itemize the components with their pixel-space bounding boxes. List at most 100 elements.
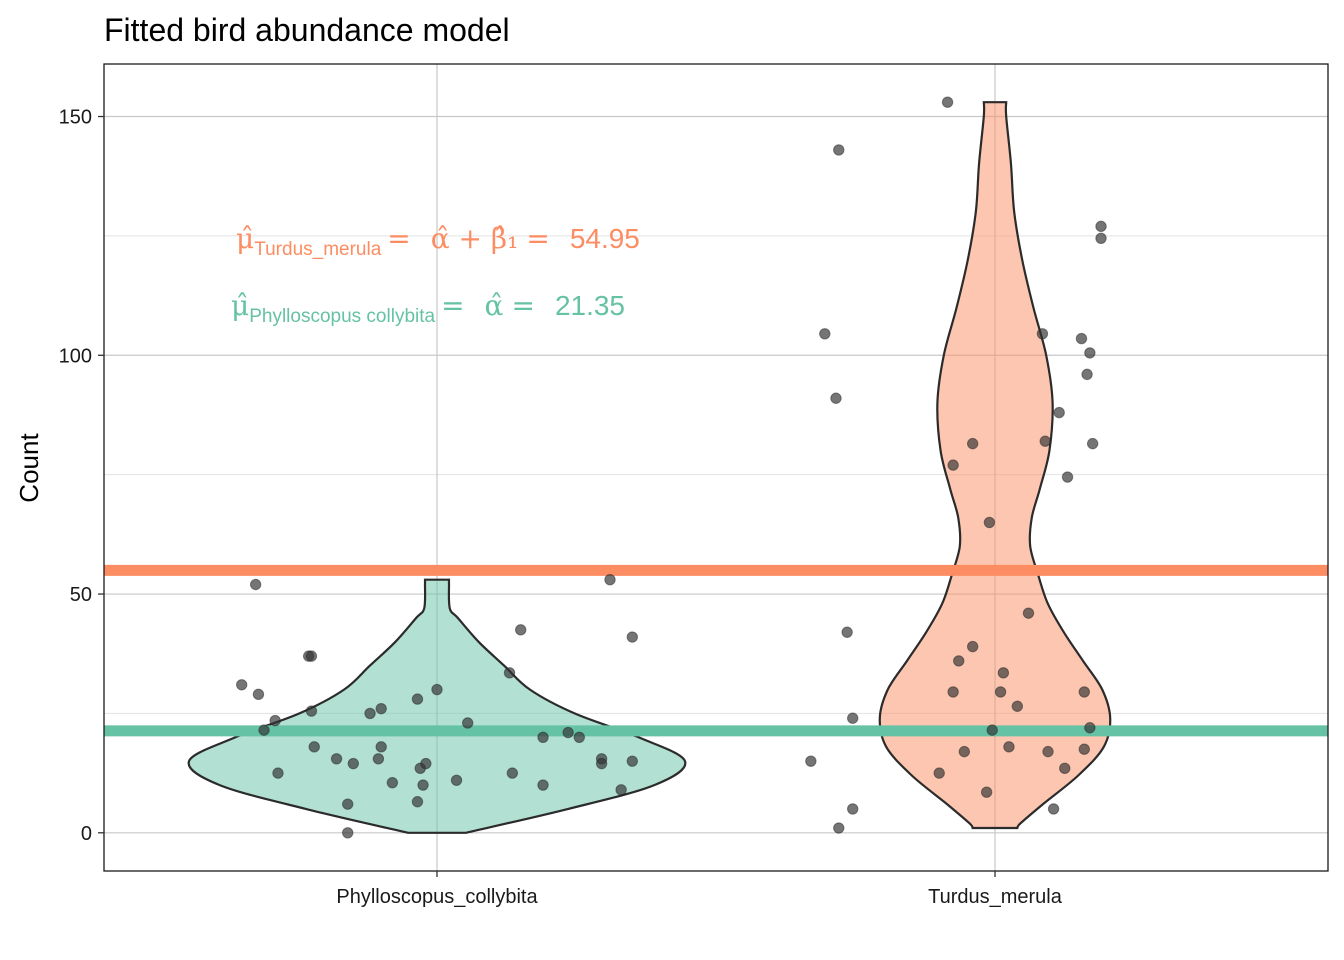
data-point — [1084, 722, 1096, 734]
data-point — [1036, 328, 1049, 340]
data-point — [375, 702, 387, 715]
data-point — [1081, 368, 1093, 381]
data-point — [966, 437, 979, 450]
data-point — [503, 667, 516, 679]
data-point — [364, 707, 376, 720]
violin-Phylloscopus_collybita — [187, 578, 687, 834]
data-point — [461, 717, 474, 729]
data-point — [947, 459, 959, 471]
annotation-phylloscopus-collybita: μ̂Phylloscopus collybita = α̂ = 21.35 — [231, 289, 625, 327]
data-point — [537, 779, 549, 791]
y-tick-label: 0 — [81, 823, 92, 845]
data-point — [980, 786, 993, 798]
data-point — [941, 96, 954, 108]
annotation-subscript: Turdus_merula — [254, 239, 382, 260]
annotation-expression: α̂ + β̂₁ — [431, 222, 519, 255]
data-point — [994, 686, 1007, 698]
data-point — [833, 822, 845, 834]
data-point — [1059, 762, 1071, 775]
data-point — [947, 686, 959, 698]
data-point — [847, 712, 859, 724]
data-point — [626, 631, 638, 643]
data-point — [347, 757, 359, 770]
data-point — [375, 741, 387, 753]
y-tick-label: 150 — [59, 107, 92, 129]
data-point — [411, 796, 424, 808]
data-point — [1086, 437, 1099, 450]
y-axis-title: Count — [14, 433, 44, 503]
data-point — [515, 624, 527, 636]
x-axis-ticks: Phylloscopus_collybita Turdus_merula — [336, 871, 1063, 908]
violin-Turdus_merula — [878, 101, 1112, 830]
data-point — [537, 731, 549, 743]
violins — [187, 101, 1112, 834]
data-point — [411, 693, 424, 705]
data-point — [236, 679, 248, 691]
data-point — [305, 650, 318, 662]
data-point — [330, 753, 343, 765]
annotation-value: 21.35 — [555, 290, 625, 321]
data-point — [1084, 347, 1096, 359]
reference-lines — [104, 564, 1328, 737]
data-point — [252, 688, 265, 701]
data-point — [249, 578, 262, 591]
data-point — [1078, 743, 1090, 755]
data-point — [308, 741, 320, 753]
data-point — [450, 774, 463, 786]
data-point — [562, 726, 574, 739]
data-point — [573, 731, 585, 743]
data-point — [420, 757, 432, 770]
data-point — [933, 767, 945, 779]
data-point — [830, 392, 842, 404]
data-point — [1075, 332, 1088, 345]
data-point — [372, 753, 385, 765]
data-point — [604, 574, 616, 586]
data-point — [953, 655, 965, 667]
data-point — [1053, 406, 1065, 419]
data-point — [386, 776, 399, 789]
annotation-expression: α̂ — [485, 289, 504, 322]
data-point — [1011, 700, 1024, 712]
data-point — [1095, 232, 1107, 244]
data-point — [305, 705, 318, 717]
annotation-turdus-merula: μ̂Turdus_merula = α̂ + β̂₁ = 54.95 — [236, 222, 640, 260]
plot-panel-border — [103, 63, 1329, 872]
annotation-symbol: μ̂ — [231, 289, 249, 322]
x-tick-label: Turdus_merula — [928, 886, 1063, 908]
data-point — [258, 724, 270, 736]
data-point — [272, 767, 284, 779]
y-tick-label: 50 — [70, 584, 92, 606]
x-tick-label: Phylloscopus_collybita — [336, 886, 538, 908]
y-tick-label: 100 — [59, 345, 92, 367]
data-point — [1022, 607, 1035, 619]
data-point — [833, 144, 845, 156]
data-point — [506, 767, 519, 779]
data-point — [983, 516, 996, 529]
data-point — [847, 803, 859, 815]
data-point — [1042, 745, 1054, 758]
annotation-subscript: Phylloscopus collybita — [249, 306, 435, 327]
data-point — [431, 683, 443, 696]
data-point — [966, 640, 979, 653]
data-point — [615, 784, 627, 796]
data-point — [342, 798, 354, 810]
data-point — [841, 626, 853, 638]
data-point — [269, 714, 281, 727]
data-point — [819, 328, 831, 340]
data-point — [1095, 220, 1107, 233]
chart-title: Fitted bird abundance model — [104, 12, 510, 48]
data-point — [417, 779, 429, 791]
data-point — [958, 745, 971, 758]
data-point — [1039, 435, 1051, 447]
data-points — [236, 96, 1107, 839]
data-point — [626, 755, 638, 767]
data-point — [805, 755, 817, 767]
annotation-symbol: μ̂ — [236, 222, 254, 255]
data-point — [1047, 803, 1060, 815]
data-point — [986, 724, 998, 736]
data-point — [595, 757, 608, 770]
y-axis-ticks: 0 50 100 150 — [59, 107, 104, 845]
data-point — [1061, 471, 1074, 483]
data-point — [997, 667, 1010, 679]
